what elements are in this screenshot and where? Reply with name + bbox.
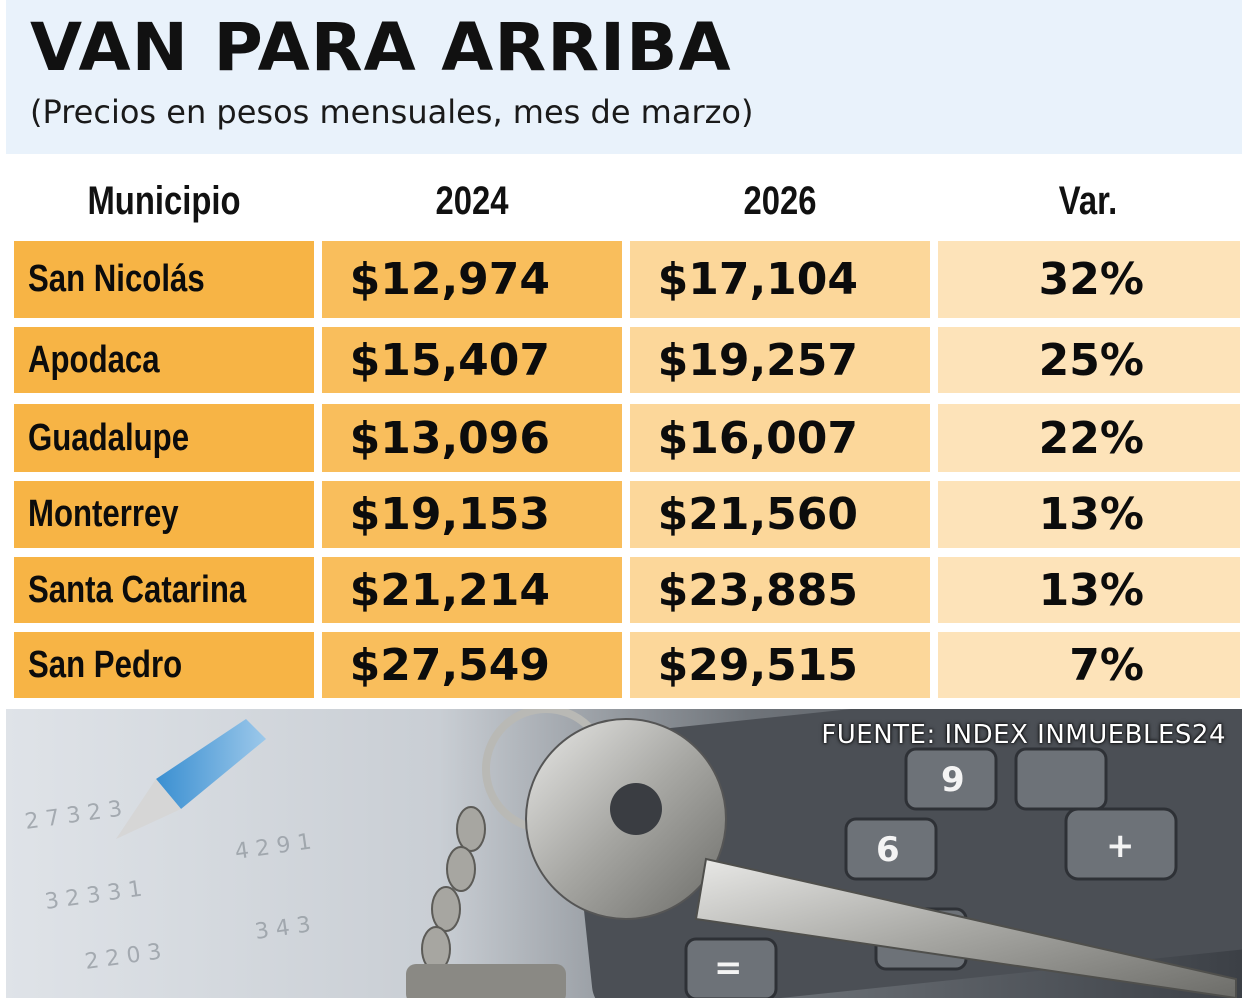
header-banner	[6, 0, 1242, 154]
chart-title: VAN PARA ARRIBA	[30, 9, 732, 86]
cell-2024: $27,549	[322, 632, 622, 698]
cell-municipio: San Nicolás	[14, 241, 314, 318]
svg-text:=: =	[714, 948, 743, 988]
column-header-2024: 2024	[435, 179, 509, 223]
cell-municipio: Guadalupe	[14, 404, 314, 472]
chart-subtitle: (Precios en pesos mensuales, mes de marz…	[30, 93, 754, 131]
svg-text:9: 9	[941, 760, 965, 800]
cell-2026: $29,515	[630, 632, 930, 698]
cell-2024: $19,153	[322, 481, 622, 548]
source-credit: FUENTE: INDEX INMUEBLES24	[821, 720, 1226, 750]
cell-2024: $21,214	[322, 557, 622, 623]
cell-var: 25%	[938, 327, 1240, 393]
svg-text:+: +	[1106, 826, 1135, 866]
cell-municipio: Santa Catarina	[14, 557, 314, 623]
cell-municipio: Monterrey	[14, 481, 314, 548]
cell-var: 7%	[938, 632, 1240, 698]
column-header-var: Var.	[1058, 179, 1118, 223]
cell-2024: $12,974	[322, 241, 622, 318]
cell-municipio: Apodaca	[14, 327, 314, 393]
cell-2026: $21,560	[630, 481, 930, 548]
cell-2024: $13,096	[322, 404, 622, 472]
cell-2026: $16,007	[630, 404, 930, 472]
cell-var: 13%	[938, 481, 1240, 548]
svg-text:6: 6	[876, 830, 900, 870]
cell-2026: $17,104	[630, 241, 930, 318]
keys-calculator-photo: 2 7 3 2 3 3 2 3 3 1 2 2 0 3 4 2 9 1 3 4 …	[6, 709, 1242, 998]
cell-var: 22%	[938, 404, 1240, 472]
cell-var: 32%	[938, 241, 1240, 318]
cell-municipio: San Pedro	[14, 632, 314, 698]
cell-2026: $19,257	[630, 327, 930, 393]
cell-2024: $15,407	[322, 327, 622, 393]
column-header-2026: 2026	[743, 179, 817, 223]
column-header-municipio: Municipio	[87, 179, 241, 223]
cell-var: 13%	[938, 557, 1240, 623]
cell-2026: $23,885	[630, 557, 930, 623]
